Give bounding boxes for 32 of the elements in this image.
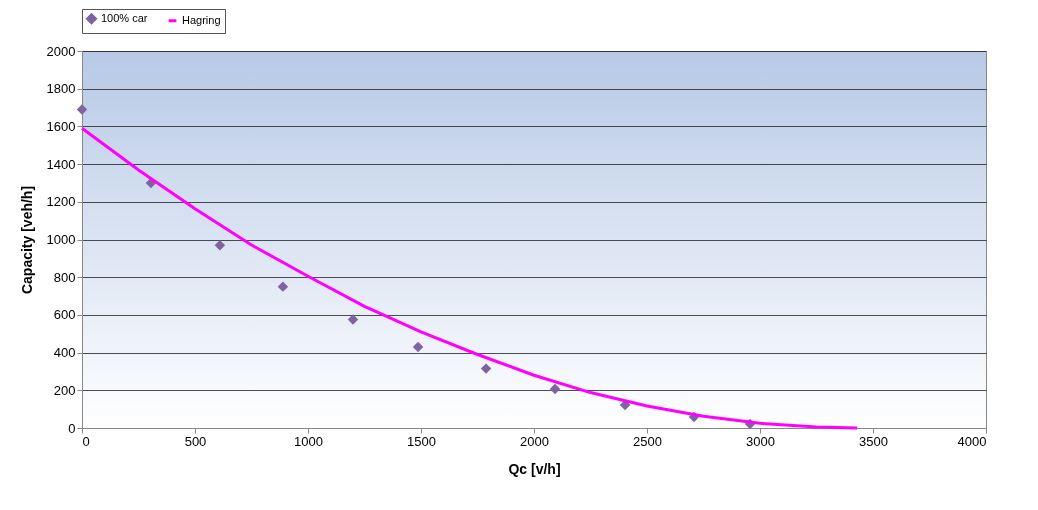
y-tick-label: 2000	[46, 43, 76, 59]
y-tick-label: 1800	[46, 81, 76, 97]
x-tick-label: 1500	[407, 433, 436, 449]
x-tick-label: 3000	[746, 433, 775, 449]
y-tick-label: 600	[53, 307, 76, 323]
x-tick-label: 4000	[957, 433, 987, 449]
line-series	[80, 126, 859, 430]
point	[347, 314, 359, 325]
y-tick-label: 0	[68, 420, 76, 436]
point	[76, 104, 88, 115]
y-tick-label: 1400	[46, 156, 76, 172]
point	[549, 383, 561, 395]
y-tick-label: 1000	[46, 232, 76, 247]
point	[277, 281, 289, 292]
legend-label: Hagring	[182, 13, 221, 26]
x-tick-label: 0	[82, 433, 90, 449]
x-tick-label: 500	[184, 433, 207, 449]
x-tick-label: 3500	[859, 433, 888, 449]
point	[214, 239, 226, 251]
x-tick-label: 2500	[633, 433, 662, 449]
y-tick-label: 400	[53, 345, 76, 361]
y-tick-label: 1200	[46, 194, 76, 210]
x-axis-title: Qc [v/h]	[508, 460, 561, 477]
x-tick-label: 1000	[294, 433, 323, 449]
y-axis-title: Capacity [veh/h]	[18, 185, 35, 295]
y-tick-label: 1600	[46, 118, 76, 134]
legend-label: 100% car	[101, 11, 148, 24]
point	[480, 363, 492, 374]
y-tick-label: 200	[53, 382, 76, 398]
y-tick-label: 800	[53, 269, 76, 285]
point	[412, 341, 424, 353]
x-tick-label: 2000	[520, 433, 549, 449]
